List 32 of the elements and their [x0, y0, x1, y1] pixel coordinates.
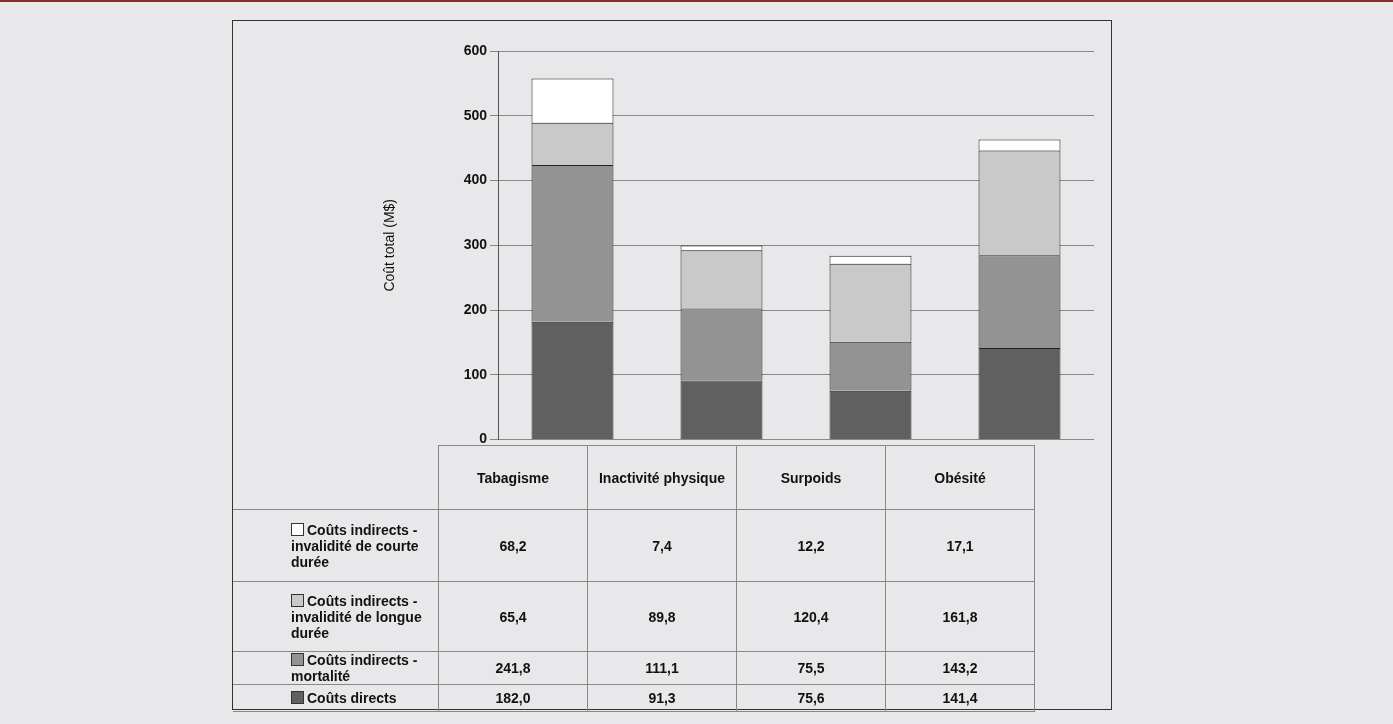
- data-label: 182,0: [438, 684, 588, 712]
- y-axis-title: Coût total (M$): [381, 199, 398, 292]
- legend-label: Coûts indirects - invalidité de courte durée: [233, 509, 439, 582]
- data-label: 143,2: [885, 651, 1035, 685]
- legend-label: Coûts indirects - mortalité: [233, 651, 439, 685]
- y-tick-label: 300: [463, 236, 488, 253]
- x-tick-label: Inactivité physique: [587, 445, 737, 510]
- legend-label: Coûts directs: [233, 684, 439, 712]
- data-label: 68,2: [438, 509, 588, 582]
- data-label: 89,8: [587, 581, 737, 652]
- data-label: 141,4: [885, 684, 1035, 712]
- y-tick-label: 0: [479, 430, 488, 447]
- legend-label: Coûts indirects - invalidité de longue durée: [233, 581, 439, 652]
- y-tick-label: 400: [463, 171, 488, 188]
- x-tick-label: Surpoids: [736, 445, 886, 510]
- y-tick-label: 600: [463, 41, 488, 58]
- y-tick-label: 100: [463, 365, 488, 382]
- data-label: 65,4: [438, 581, 588, 652]
- data-label: 75,6: [736, 684, 886, 712]
- data-label: 75,5: [736, 651, 886, 685]
- data-label: 17,1: [885, 509, 1035, 582]
- y-tick-label: 200: [463, 300, 488, 317]
- x-tick-label: Obésité: [885, 445, 1035, 510]
- y-tick-label: 500: [463, 106, 488, 123]
- x-tick-label: Tabagisme: [438, 445, 588, 510]
- data-label: 120,4: [736, 581, 886, 652]
- data-label: 12,2: [736, 509, 886, 582]
- data-label: 241,8: [438, 651, 588, 685]
- data-label: 7,4: [587, 509, 737, 582]
- data-label: 111,1: [587, 651, 737, 685]
- data-label: 161,8: [885, 581, 1035, 652]
- data-label: 91,3: [587, 684, 737, 712]
